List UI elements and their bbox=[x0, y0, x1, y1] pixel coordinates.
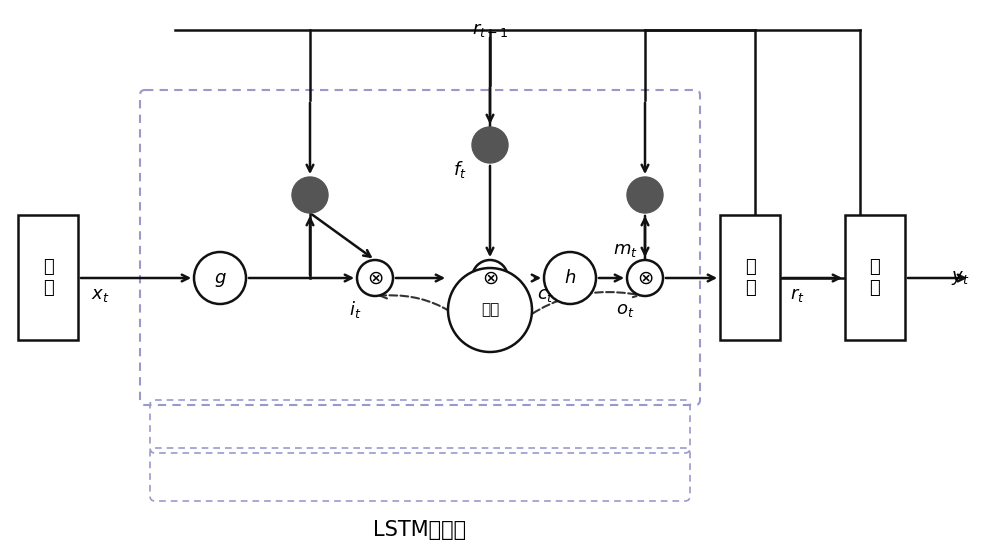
FancyBboxPatch shape bbox=[845, 215, 905, 340]
Circle shape bbox=[448, 268, 532, 352]
Text: $i_t$: $i_t$ bbox=[349, 300, 361, 321]
Circle shape bbox=[472, 127, 508, 163]
FancyBboxPatch shape bbox=[18, 215, 78, 340]
Circle shape bbox=[627, 177, 663, 213]
Text: 单元: 单元 bbox=[481, 302, 499, 317]
Circle shape bbox=[357, 260, 393, 296]
Circle shape bbox=[472, 260, 508, 296]
Text: $r_t$: $r_t$ bbox=[790, 286, 805, 304]
Text: $x_t$: $x_t$ bbox=[91, 286, 109, 304]
Text: 递
归: 递 归 bbox=[745, 258, 755, 297]
Circle shape bbox=[292, 177, 328, 213]
Text: h: h bbox=[564, 269, 576, 287]
Text: $c_t$: $c_t$ bbox=[537, 286, 555, 304]
FancyBboxPatch shape bbox=[720, 215, 780, 340]
Text: $y_t$: $y_t$ bbox=[951, 269, 969, 287]
Text: 输
入: 输 入 bbox=[43, 258, 53, 297]
Text: ⊗: ⊗ bbox=[367, 268, 383, 288]
Text: LSTM存储块: LSTM存储块 bbox=[373, 520, 467, 540]
Text: $m_t$: $m_t$ bbox=[613, 241, 637, 259]
Text: $o_t$: $o_t$ bbox=[616, 301, 634, 319]
Circle shape bbox=[627, 260, 663, 296]
Text: $r_{t-1}$: $r_{t-1}$ bbox=[472, 21, 508, 39]
Text: ⊗: ⊗ bbox=[637, 268, 653, 288]
Text: $f_t$: $f_t$ bbox=[453, 160, 467, 181]
Circle shape bbox=[194, 252, 246, 304]
Circle shape bbox=[544, 252, 596, 304]
Text: ⊗: ⊗ bbox=[482, 268, 498, 288]
Text: 输
出: 输 出 bbox=[870, 258, 880, 297]
Text: g: g bbox=[214, 269, 226, 287]
